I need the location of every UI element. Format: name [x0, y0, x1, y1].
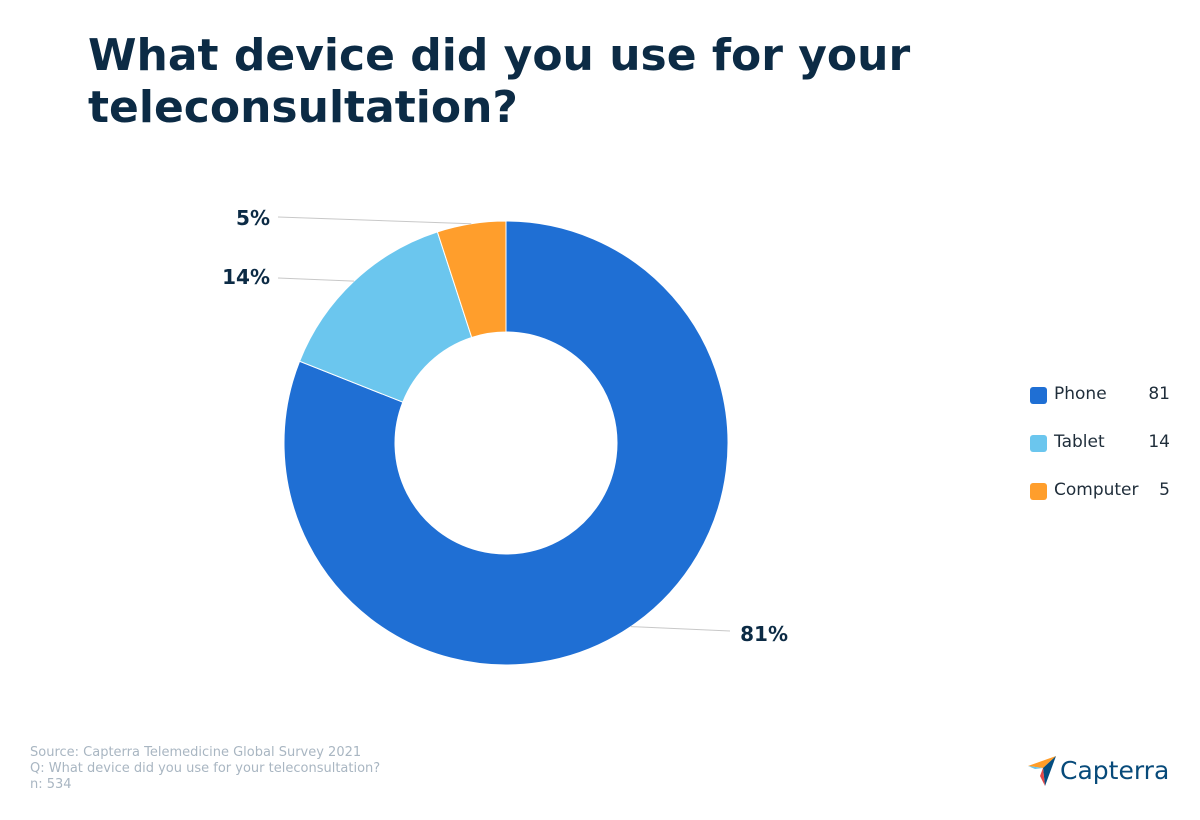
donut-slice-phone — [283, 220, 729, 666]
legend-label: Computer — [1054, 480, 1139, 500]
legend-value: 5 — [1159, 480, 1170, 500]
leader-line-phone — [630, 626, 731, 632]
legend-value: 14 — [1148, 432, 1170, 452]
leader-line-tablet — [277, 277, 355, 282]
data-label-tablet: 14% — [222, 265, 270, 289]
data-label-phone: 81% — [740, 622, 788, 646]
chart-title: What device did you use for your telecon… — [88, 30, 911, 133]
question-note: Q: What device did you use for your tele… — [30, 761, 381, 776]
legend-label: Phone — [1054, 384, 1107, 404]
chart-legend: Phone 81 Tablet 14 Computer 5 — [1030, 384, 1170, 528]
chart-footer: Source: Capterra Telemedicine Global Sur… — [30, 745, 380, 793]
logo-text: Capterra — [1060, 756, 1170, 785]
legend-swatch-phone — [1030, 387, 1047, 404]
legend-value: 81 — [1148, 384, 1170, 404]
donut-slice-computer — [436, 220, 507, 339]
source-note: Source: Capterra Telemedicine Global Sur… — [30, 745, 362, 760]
legend-item-computer: Computer 5 — [1030, 480, 1170, 528]
sample-size-note: n: 534 — [30, 777, 72, 792]
data-label-computer: 5% — [236, 206, 270, 230]
legend-item-tablet: Tablet 14 — [1030, 432, 1170, 480]
legend-item-phone: Phone 81 — [1030, 384, 1170, 432]
leader-line-computer — [277, 216, 472, 225]
capterra-arrow-icon — [1028, 756, 1056, 786]
legend-swatch-tablet — [1030, 435, 1047, 452]
legend-swatch-computer — [1030, 483, 1047, 500]
legend-label: Tablet — [1054, 432, 1105, 452]
